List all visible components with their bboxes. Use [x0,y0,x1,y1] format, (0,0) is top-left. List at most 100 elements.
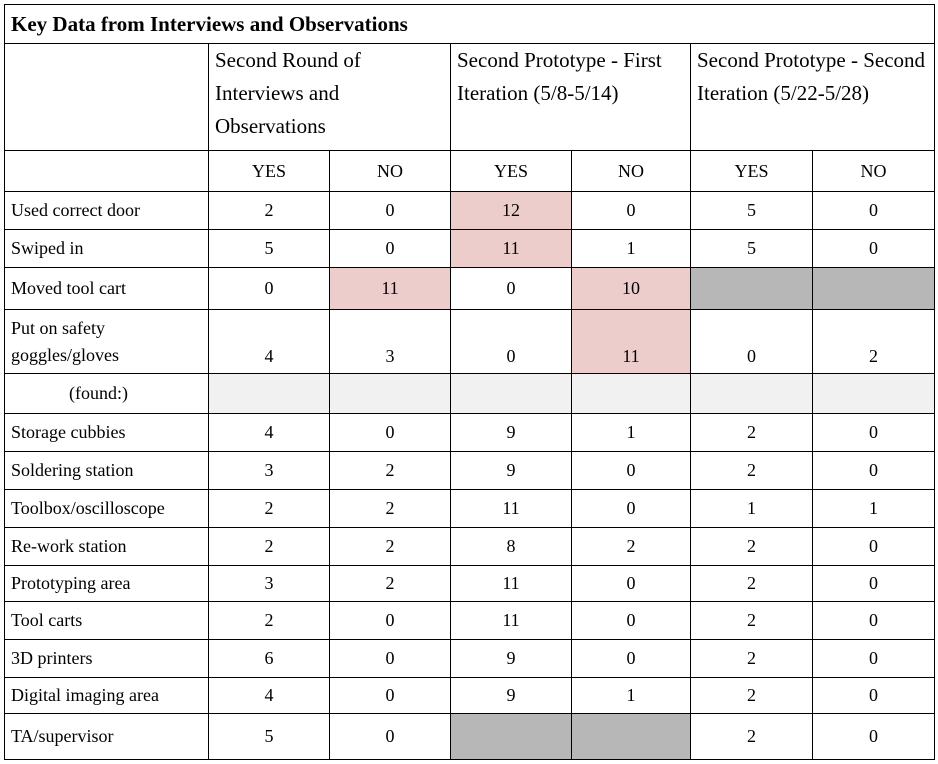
row-label: Storage cubbies [4,413,209,452]
value-cell: 8 [450,527,572,566]
value-cell: 5 [208,713,330,760]
value-cell: 2 [811,309,936,374]
empty-yn-cell [4,150,209,192]
yes-header: YES [450,150,572,192]
table-row: Tool carts 2 0 11 0 2 0 [4,601,936,640]
value-cell: 11 [450,565,572,602]
value-cell: 0 [329,191,451,230]
row-label: Prototyping area [4,565,209,602]
value-cell: 1 [811,489,936,528]
value-cell: 2 [208,489,330,528]
row-label: Soldering station [4,451,209,490]
value-cell: 2 [690,639,813,678]
value-cell: 4 [208,413,330,452]
value-cell: 0 [329,413,451,452]
table-row: Soldering station 3 2 9 0 2 0 [4,451,936,490]
yes-header: YES [690,150,813,192]
value-cell: 2 [329,489,451,528]
table-row: Digital imaging area 4 0 9 1 2 0 [4,677,936,714]
table-row: 3D printers 6 0 9 0 2 0 [4,639,936,678]
empty-cell [329,373,451,414]
value-cell: 0 [571,191,691,230]
value-cell: 5 [690,191,813,230]
not-applicable-cell [571,713,691,760]
value-cell: 1 [690,489,813,528]
value-cell: 0 [571,601,691,640]
value-cell: 6 [208,639,330,678]
value-cell: 0 [811,713,936,760]
not-applicable-cell [690,267,813,310]
no-header: NO [571,150,691,192]
group-header-prototype-second: Second Prototype - Second Iteration (5/2… [689,43,936,151]
empty-cell [571,373,691,414]
table-row: Moved tool cart 0 11 0 10 [4,267,936,310]
value-cell: 2 [571,527,691,566]
table-row: Prototyping area 3 2 11 0 2 0 [4,565,936,602]
row-label-line: goggles/gloves [11,344,119,365]
yes-no-header-row: YES NO YES NO YES NO [4,150,936,192]
value-cell-highlighted: 12 [450,191,572,230]
value-cell: 0 [811,677,936,714]
value-cell: 0 [329,677,451,714]
section-label: (found:) [4,373,209,414]
value-cell: 2 [208,601,330,640]
value-cell-highlighted: 11 [450,229,572,268]
value-cell: 1 [571,229,691,268]
row-label: Put on safety goggles/gloves [4,309,209,374]
value-cell: 2 [690,527,813,566]
row-label: Swiped in [4,229,209,268]
row-label: TA/supervisor [4,713,209,760]
row-label: Moved tool cart [4,267,209,310]
empty-header-cell [4,43,209,151]
table-row: Put on safety goggles/gloves 4 3 0 11 0 2 [4,309,936,374]
value-cell: 1 [571,413,691,452]
value-cell: 4 [208,677,330,714]
value-cell: 9 [450,413,572,452]
empty-cell [450,373,572,414]
value-cell: 3 [208,451,330,490]
value-cell: 11 [450,601,572,640]
value-cell: 11 [450,489,572,528]
value-cell: 2 [329,565,451,602]
not-applicable-cell [450,713,572,760]
value-cell: 2 [690,565,813,602]
group-header-prototype-first: Second Prototype - First Iteration (5/8-… [450,43,691,151]
value-cell: 3 [329,309,451,374]
value-cell: 0 [811,601,936,640]
yes-header: YES [208,150,330,192]
value-cell: 0 [690,309,813,374]
value-cell: 0 [811,565,936,602]
value-cell: 9 [450,451,572,490]
value-cell: 2 [329,451,451,490]
value-cell: 2 [208,527,330,566]
value-cell: 3 [208,565,330,602]
value-cell: 2 [690,601,813,640]
value-cell: 2 [690,713,813,760]
value-cell: 0 [208,267,330,310]
value-cell-highlighted: 10 [571,267,691,310]
no-header: NO [329,150,451,192]
group-header-row: Second Round of Interviews and Observati… [4,43,936,151]
value-cell: 0 [811,527,936,566]
value-cell: 1 [571,677,691,714]
row-label-line: Put on safety [11,317,105,338]
value-cell: 0 [811,413,936,452]
value-cell: 0 [329,639,451,678]
row-label: 3D printers [4,639,209,678]
value-cell: 2 [690,677,813,714]
table-row: Storage cubbies 4 0 9 1 2 0 [4,413,936,452]
table-row: Toolbox/oscilloscope 2 2 11 0 1 1 [4,489,936,528]
section-row: (found:) [4,373,936,414]
value-cell: 5 [690,229,813,268]
value-cell: 9 [450,639,572,678]
table-row: Re-work station 2 2 8 2 2 0 [4,527,936,566]
empty-cell [208,373,330,414]
value-cell: 0 [811,639,936,678]
value-cell: 0 [571,639,691,678]
value-cell: 0 [811,191,936,230]
row-label: Toolbox/oscilloscope [4,489,209,528]
value-cell: 2 [690,451,813,490]
not-applicable-cell [811,267,936,310]
value-cell: 0 [571,451,691,490]
empty-cell [690,373,813,414]
